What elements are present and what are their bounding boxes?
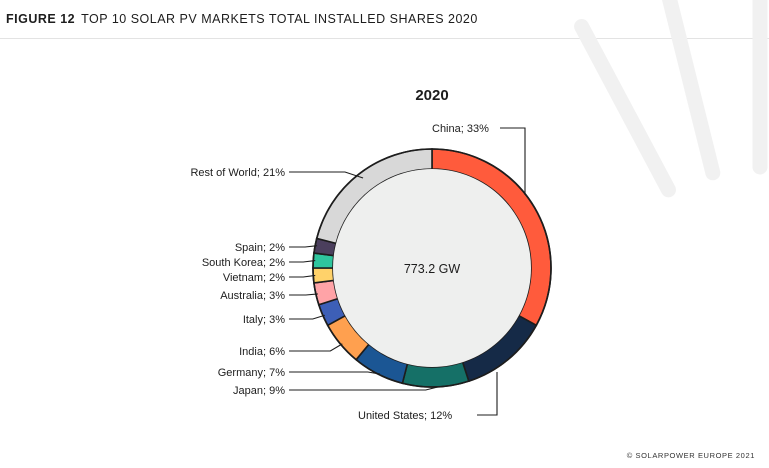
donut-center-disc bbox=[333, 169, 531, 367]
slice-label-germany: Germany; 7% bbox=[218, 367, 285, 379]
slice-label-china: China; 33% bbox=[432, 123, 489, 135]
copyright-notice: © SOLARPOWER EUROPE 2021 bbox=[626, 451, 755, 460]
slice-label-spain: Spain; 2% bbox=[235, 242, 285, 254]
leader-line-australia bbox=[289, 293, 318, 296]
figure-header: FIGURE 12 TOP 10 SOLAR PV MARKETS TOTAL I… bbox=[6, 12, 478, 26]
donut-slice-vietnam bbox=[312, 267, 335, 284]
leader-line-japan bbox=[289, 386, 438, 391]
decorative-sun-rays bbox=[574, 0, 768, 198]
leader-line-china bbox=[500, 127, 526, 195]
sun-ray bbox=[574, 18, 676, 198]
leader-line-italy bbox=[289, 314, 325, 320]
leader-line-united-states bbox=[477, 372, 498, 416]
center-total-label: 773.2 GW bbox=[404, 262, 460, 276]
slice-label-australia: Australia; 3% bbox=[220, 290, 285, 302]
donut-segments bbox=[312, 148, 552, 388]
donut-outline bbox=[312, 148, 552, 388]
figure-number: FIGURE 12 bbox=[6, 12, 76, 26]
sun-ray bbox=[662, 0, 721, 181]
figure-title: TOP 10 SOLAR PV MARKETS TOTAL INSTALLED … bbox=[81, 12, 478, 26]
slice-label-rest-of-world: Rest of World; 21% bbox=[190, 167, 285, 179]
label-leader-lines bbox=[289, 127, 526, 416]
leader-line-spain bbox=[289, 245, 318, 248]
leader-line-vietnam bbox=[289, 274, 316, 278]
chart-title: 2020 bbox=[415, 87, 448, 104]
header-divider bbox=[0, 38, 769, 39]
leader-line-germany bbox=[289, 371, 381, 375]
slice-label-united-states: United States; 12% bbox=[358, 410, 452, 422]
leader-line-rest-of-world bbox=[289, 171, 364, 179]
slice-label-india: India; 6% bbox=[239, 346, 285, 358]
slice-labels: China; 33% United States; 12% Japan; 9% Ger… bbox=[190, 123, 489, 422]
leader-line-india bbox=[289, 343, 343, 352]
slice-label-south-korea: South Korea; 2% bbox=[202, 257, 285, 269]
leader-line-south-korea bbox=[289, 259, 316, 263]
slice-label-vietnam: Vietnam; 2% bbox=[223, 272, 285, 284]
slice-label-italy: Italy; 3% bbox=[243, 314, 285, 326]
slice-label-japan: Japan; 9% bbox=[233, 385, 285, 397]
